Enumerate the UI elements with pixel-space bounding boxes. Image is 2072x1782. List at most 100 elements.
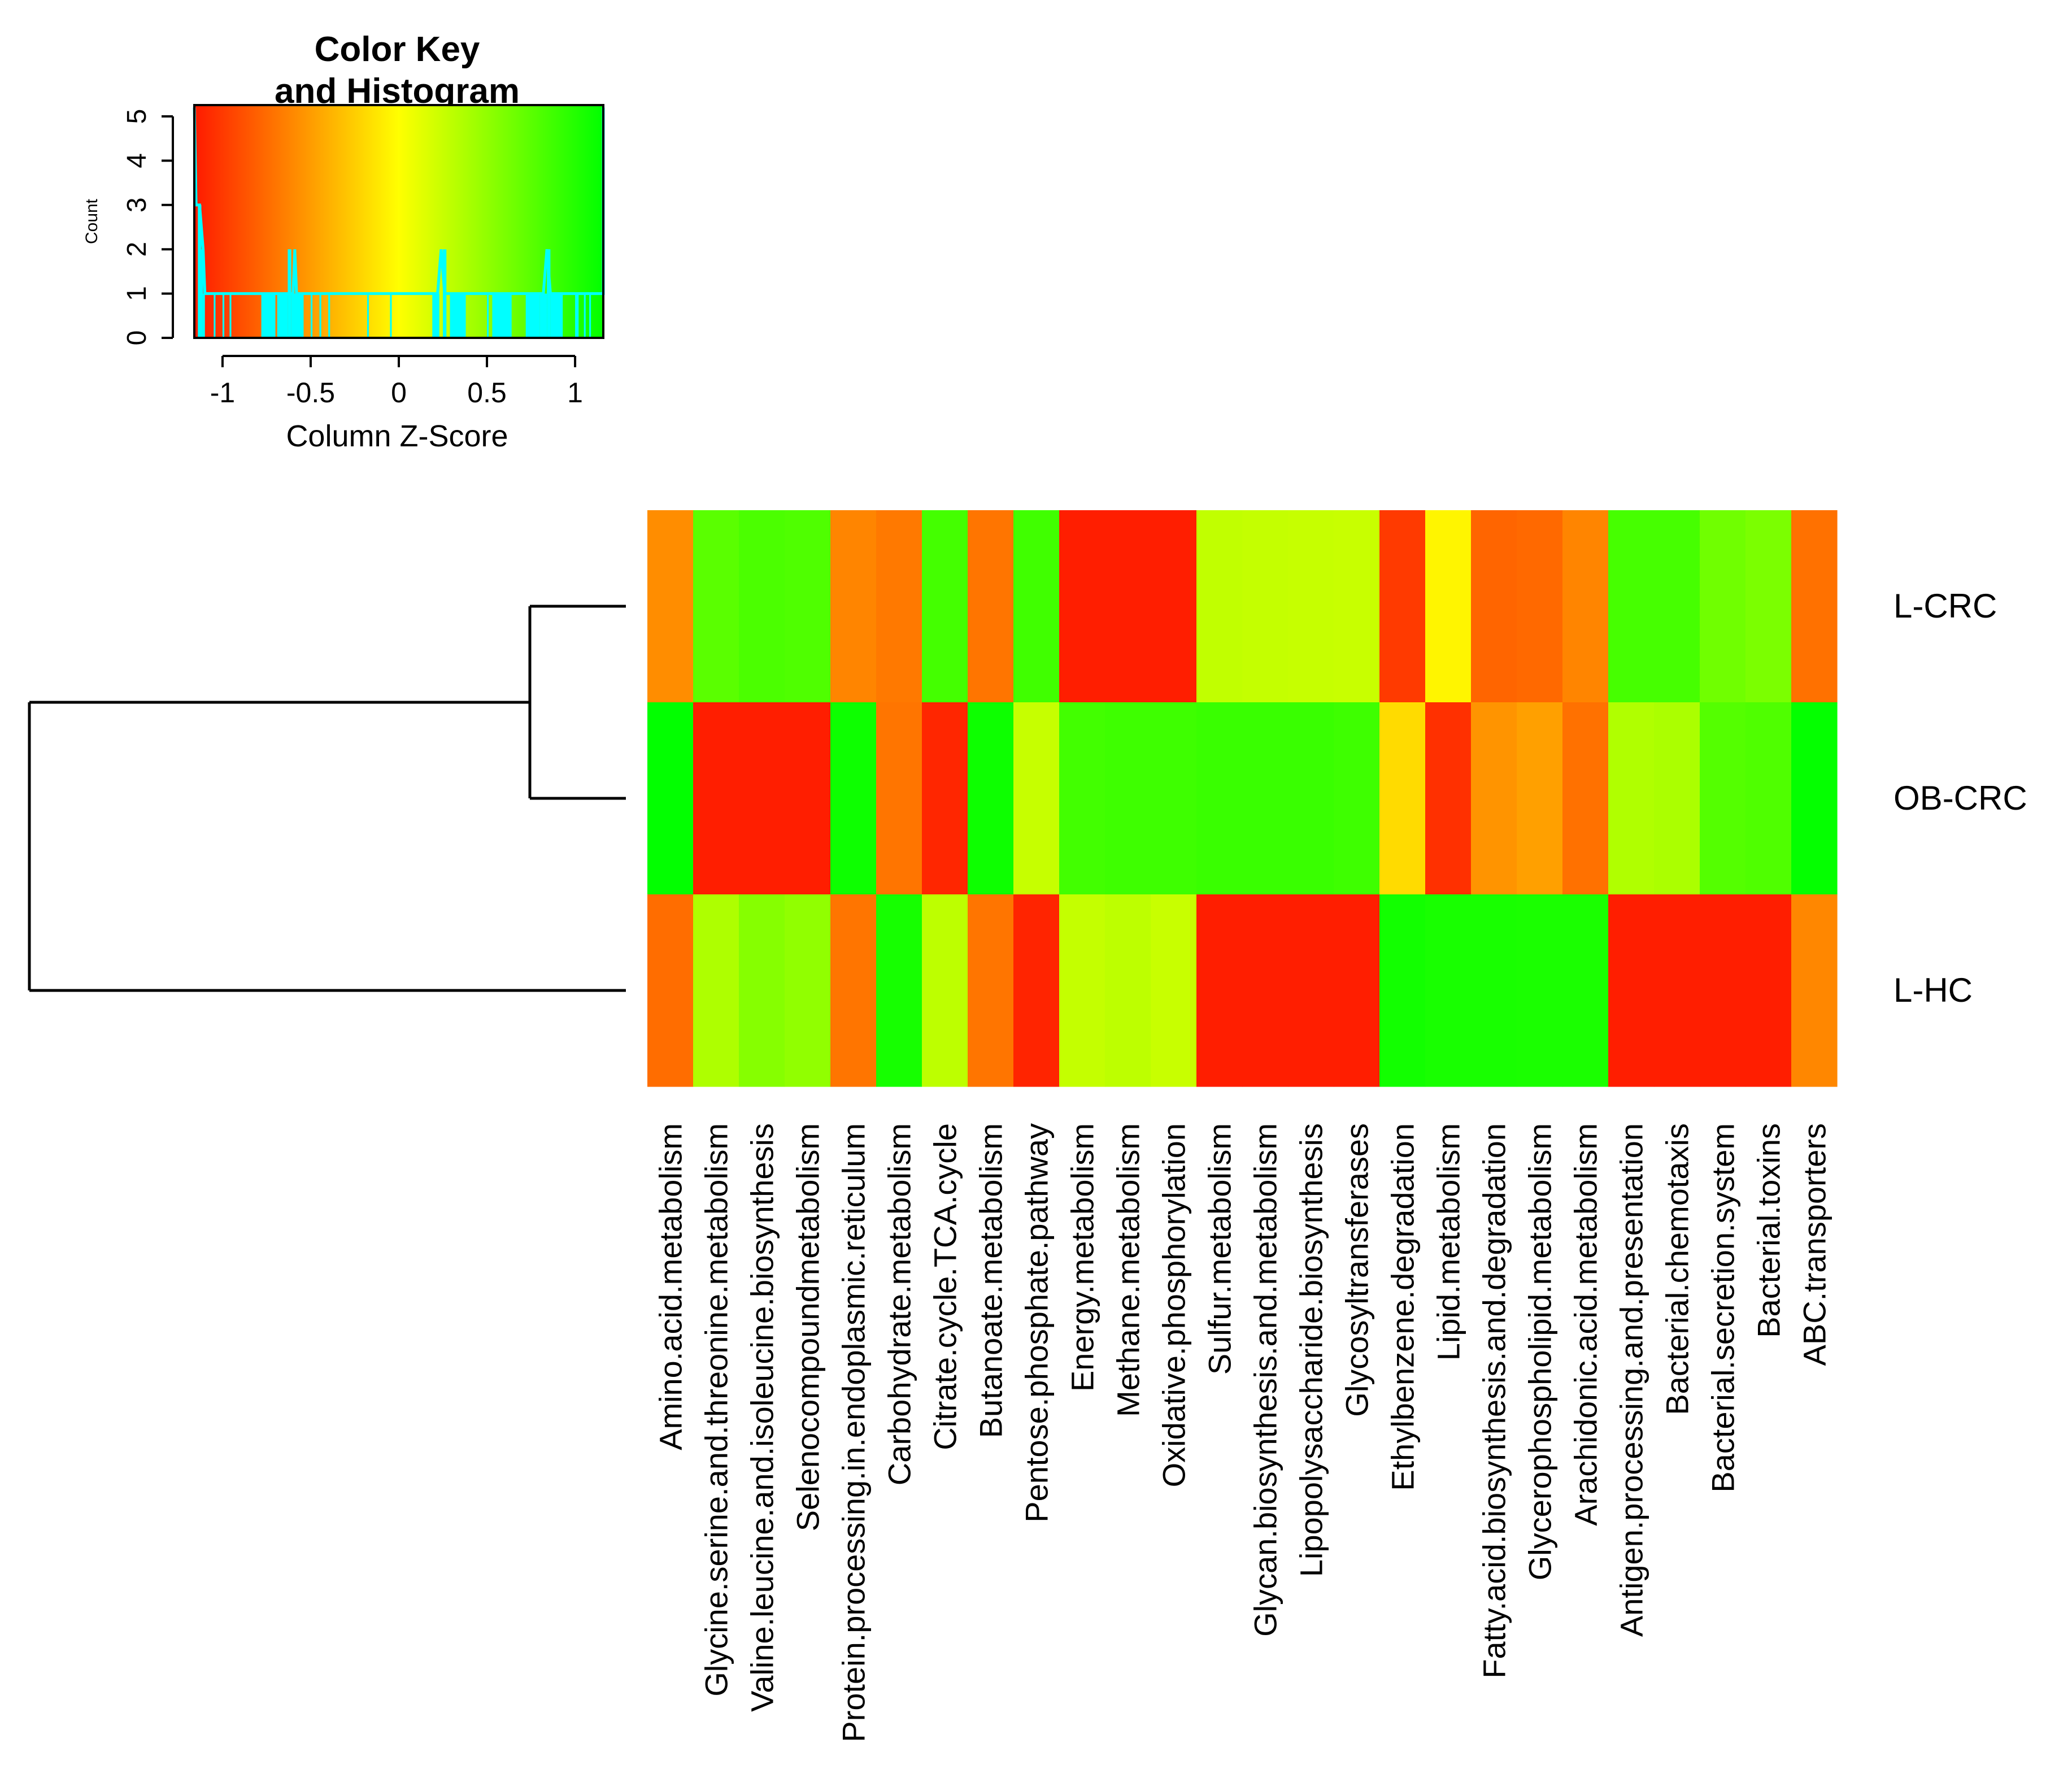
column-label-carbohydrate-metabolism: Carbohydrate.metabolism [882, 1123, 917, 1485]
heatmap-cell-l-crc-bacterial-secretion-system [1700, 510, 1746, 703]
heatmap-cell-l-hc-fatty-acid-biosynthesis-and-degradation [1471, 894, 1517, 1087]
heatmap-cell-l-crc-arachidonic-acid-metabolism [1562, 510, 1609, 703]
histogram-outline [193, 107, 605, 295]
column-label-energy-metabolism: Energy.metabolism [1065, 1123, 1100, 1392]
color-key-xtick-label: -0.5 [286, 377, 335, 408]
heatmap-cell-l-crc-abc-transporters [1791, 510, 1838, 703]
histogram-bar [367, 293, 369, 338]
heatmap-cell-ob-crc-glycine-serine-and-threonine-metabolism [693, 702, 739, 895]
heatmap-cell-ob-crc-protein-processing-in-endoplasmic-reticulum [830, 702, 877, 895]
heatmap-cell-l-hc-protein-processing-in-endoplasmic-reticulum [830, 894, 877, 1087]
histogram-bar [328, 293, 330, 338]
color-key-y-axis: 0 1 2 3 4 5 [122, 109, 174, 346]
heatmap-cell-ob-crc-bacterial-secretion-system [1700, 702, 1746, 895]
heatmap-cell-ob-crc-butanoate-metabolism [968, 702, 1014, 895]
heatmap-cell-l-crc-lipopolysaccharide-biosynthesis [1288, 510, 1334, 703]
column-label-sulfur-metabolism: Sulfur.metabolism [1202, 1123, 1238, 1375]
histogram-bar [432, 293, 439, 338]
histogram-bar [390, 293, 392, 338]
row-label-ob-crc: OB-CRC [1893, 779, 2027, 817]
heatmap-cell-ob-crc-ethylbenzene-degradation [1379, 702, 1426, 895]
heatmap-cell-l-crc-methane-metabolism [1105, 510, 1151, 703]
column-label-amino-acid-metabolism: Amino.acid.metabolism [653, 1123, 689, 1450]
column-label-selenocompoundmetabolism: Selenocompoundmetabolism [790, 1123, 826, 1531]
column-label-glycan-biosynthesis-and-metabolism: Glycan.biosynthesis.and.metabolism [1248, 1123, 1283, 1637]
column-label-ethylbenzene-degradation: Ethylbenzene.degradation [1385, 1123, 1421, 1491]
heatmap-cell-l-hc-valine-leucine-and-isoleucine-biosynthesis [739, 894, 785, 1087]
heatmap-cell-l-crc-fatty-acid-biosynthesis-and-degradation [1471, 510, 1517, 703]
heatmap-cell-ob-crc-carbohydrate-metabolism [876, 702, 922, 895]
column-label-bacterial-chemotaxis: Bacterial.chemotaxis [1660, 1123, 1695, 1415]
column-label-bacterial-secretion-system: Bacterial.secretion.system [1705, 1123, 1741, 1493]
heatmap-cell-ob-crc-lipopolysaccharide-biosynthesis [1288, 702, 1334, 895]
column-label-fatty-acid-biosynthesis-and-degradation: Fatty.acid.biosynthesis.and.degradation [1477, 1123, 1512, 1679]
heatmap-cell-l-hc-glycine-serine-and-threonine-metabolism [693, 894, 739, 1087]
histogram-bar [310, 293, 313, 338]
color-key-x-axis: -1 -0.5 0 0.5 1 [210, 355, 583, 408]
heatmap-cell-l-crc-glycan-biosynthesis-and-metabolism [1242, 510, 1289, 703]
heatmap-cell-l-crc-amino-acid-metabolism [647, 510, 694, 703]
column-label-arachidonic-acid-metabolism: Arachidonic.acid.metabolism [1568, 1123, 1604, 1526]
column-label-abc-transporters: ABC.transporters [1797, 1123, 1832, 1366]
histogram-bar [589, 293, 591, 338]
heatmap-cell-l-hc-abc-transporters [1791, 894, 1838, 1087]
heatmap-cell-l-hc-bacterial-secretion-system [1700, 894, 1746, 1087]
heatmap-cell-l-crc-bacterial-chemotaxis [1654, 510, 1700, 703]
column-label-lipopolysaccharide-biosynthesis: Lipopolysaccharide.biosynthesis [1294, 1123, 1329, 1577]
heatmap-cell-l-hc-bacterial-chemotaxis [1654, 894, 1700, 1087]
color-key-frame [193, 104, 604, 339]
heatmap-cell-l-crc-butanoate-metabolism [968, 510, 1014, 703]
column-label-protein-processing-in-endoplasmic-reticulum: Protein.processing.in.endoplasmic.reticu… [836, 1123, 872, 1742]
histogram-bar [261, 293, 276, 338]
heatmap-cell-l-crc-glycosyltransferases [1334, 510, 1380, 703]
color-key-xtick-label: 0.5 [467, 377, 507, 408]
histogram-bar [203, 293, 205, 338]
histogram-bar [214, 293, 216, 338]
heatmap-cell-l-hc-ethylbenzene-degradation [1379, 894, 1426, 1087]
heatmap-cell-ob-crc-sulfur-metabolism [1196, 702, 1243, 895]
heatmap-cell-l-crc-glycine-serine-and-threonine-metabolism [693, 510, 739, 703]
heatmap-cell-l-hc-methane-metabolism [1105, 894, 1151, 1087]
heatmap-cell-l-hc-bacterial-toxins [1745, 894, 1792, 1087]
histogram-bar [575, 293, 579, 338]
histogram-bar [222, 293, 225, 338]
histogram-bar [229, 293, 232, 338]
color-key-ylabel: Count [82, 198, 101, 244]
heatmap-cell-l-crc-sulfur-metabolism [1196, 510, 1243, 703]
color-key-ytick-label: 1 [122, 286, 152, 301]
column-label-glycerophospholipid-metabolism: Glycerophospholipid.metabolism [1522, 1123, 1558, 1580]
heatmap-cell-ob-crc-abc-transporters [1791, 702, 1838, 895]
heatmap-cell-l-hc-oxidative-phosphorylation [1151, 894, 1197, 1087]
heatmap-cell-l-hc-sulfur-metabolism [1196, 894, 1243, 1087]
color-key-xtick-label: 1 [567, 377, 583, 408]
histogram-bar [464, 293, 466, 338]
histogram-bar [584, 293, 586, 338]
heatmap-cell-l-crc-antigen-processing-and-presentation [1608, 510, 1655, 703]
heatmap-cell-l-crc-carbohydrate-metabolism [876, 510, 922, 703]
color-key-ytick-label: 5 [122, 109, 152, 124]
heatmap-cell-l-crc-citrate-cycle-tca-cycle [922, 510, 968, 703]
heatmap-cell-ob-crc-oxidative-phosphorylation [1151, 702, 1197, 895]
heatmap-cell-ob-crc-methane-metabolism [1105, 702, 1151, 895]
heatmap-cell-l-hc-pentose-phosphate-pathway [1013, 894, 1060, 1087]
heatmap-cell-ob-crc-bacterial-chemotaxis [1654, 702, 1700, 895]
column-labels: Amino.acid.metabolism Glycine.serine.and.… [653, 1123, 1832, 1742]
column-label-methane-metabolism: Methane.metabolism [1111, 1123, 1146, 1417]
histogram-bar [539, 293, 547, 338]
heatmap-cell-ob-crc-citrate-cycle-tca-cycle [922, 702, 968, 895]
heatmap-cell-ob-crc-antigen-processing-and-presentation [1608, 702, 1655, 895]
histogram-bar [201, 249, 203, 338]
color-key-xtick-label: -1 [210, 377, 235, 408]
row-dendrogram [28, 605, 626, 992]
heatmap-cell-l-crc-valine-leucine-and-isoleucine-biosynthesis [739, 510, 785, 703]
color-key-ytick-label: 0 [122, 331, 152, 346]
column-label-glycine-serine-and-threonine-metabolism: Glycine.serine.and.threonine.metabolism [699, 1123, 734, 1697]
color-key-title-line1: Color Key [315, 30, 480, 69]
color-key-ytick-label: 3 [122, 197, 152, 212]
heatmap-cell-l-hc-lipopolysaccharide-biosynthesis [1288, 894, 1334, 1087]
heatmap-cell-l-hc-citrate-cycle-tca-cycle [922, 894, 968, 1087]
heatmap-cell-ob-crc-fatty-acid-biosynthesis-and-degradation [1471, 702, 1517, 895]
heatmap-cell-ob-crc-amino-acid-metabolism [647, 702, 694, 895]
heatmap-cell-l-crc-glycerophospholipid-metabolism [1517, 510, 1563, 703]
